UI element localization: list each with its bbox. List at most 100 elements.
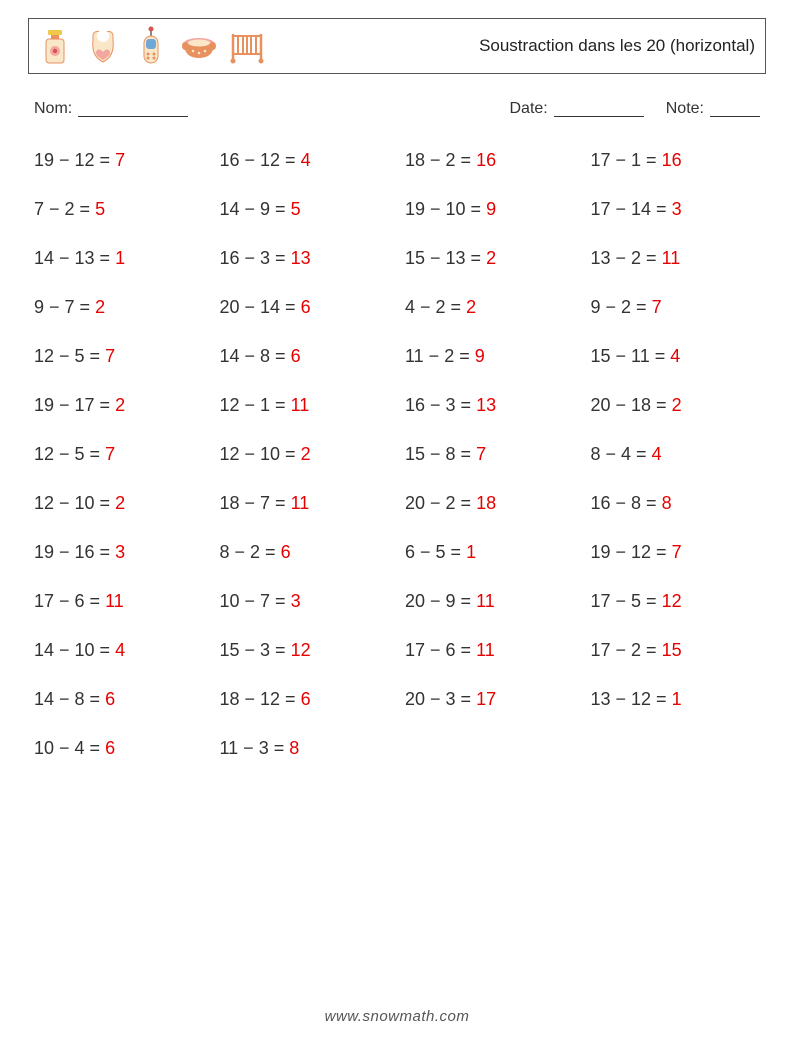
note-label: Note: (666, 100, 704, 118)
problem: 12 − 5 = 7 (30, 444, 208, 465)
problem: 4 − 2 = 2 (401, 297, 579, 318)
note-blank[interactable] (710, 100, 760, 117)
problem: 18 − 12 = 6 (216, 689, 394, 710)
answer: 2 (115, 395, 125, 415)
answer: 2 (95, 297, 105, 317)
answer: 6 (291, 346, 301, 366)
problem: 10 − 7 = 3 (216, 591, 394, 612)
bib-icon (83, 26, 123, 66)
problem: 12 − 10 = 2 (216, 444, 394, 465)
answer: 12 (291, 640, 311, 660)
answer: 11 (476, 640, 495, 660)
problem: 9 − 7 = 2 (30, 297, 208, 318)
answer: 7 (115, 150, 125, 170)
problem: 17 − 5 = 12 (587, 591, 765, 612)
answer: 2 (466, 297, 476, 317)
answer: 8 (662, 493, 672, 513)
problem: 13 − 2 = 11 (587, 248, 765, 269)
problem: 15 − 3 = 12 (216, 640, 394, 661)
problem: 16 − 3 = 13 (401, 395, 579, 416)
answer: 1 (466, 542, 476, 562)
problem: 14 − 9 = 5 (216, 199, 394, 220)
answer: 1 (672, 689, 682, 709)
answer: 1 (115, 248, 125, 268)
answer: 7 (476, 444, 486, 464)
answer: 2 (486, 248, 496, 268)
answer: 11 (291, 395, 310, 415)
monitor-icon (131, 26, 171, 66)
problem: 18 − 2 = 16 (401, 150, 579, 171)
problem: 9 − 2 = 7 (587, 297, 765, 318)
footer: www.snowmath.com (0, 1008, 794, 1025)
problem: 17 − 14 = 3 (587, 199, 765, 220)
answer: 4 (115, 640, 125, 660)
answer: 6 (301, 297, 311, 317)
answer: 13 (476, 395, 496, 415)
answer: 4 (652, 444, 662, 464)
problem: 20 − 9 = 11 (401, 591, 579, 612)
name-label: Nom: (34, 100, 72, 118)
problem: 19 − 12 = 7 (587, 542, 765, 563)
problem: 12 − 5 = 7 (30, 346, 208, 367)
problem: 14 − 8 = 6 (216, 346, 394, 367)
answer: 16 (476, 150, 496, 170)
answer: 11 (476, 591, 495, 611)
answer: 9 (486, 199, 496, 219)
problem: 15 − 11 = 4 (587, 346, 765, 367)
name-blank[interactable] (78, 100, 188, 117)
answer: 5 (95, 199, 105, 219)
problem: 14 − 10 = 4 (30, 640, 208, 661)
problem: 15 − 8 = 7 (401, 444, 579, 465)
date-blank[interactable] (554, 100, 644, 117)
problem: 20 − 18 = 2 (587, 395, 765, 416)
problem: 15 − 13 = 2 (401, 248, 579, 269)
problem: 19 − 16 = 3 (30, 542, 208, 563)
problem: 11 − 3 = 8 (216, 738, 394, 759)
answer: 7 (105, 346, 115, 366)
problem: 20 − 14 = 6 (216, 297, 394, 318)
answer: 2 (115, 493, 125, 513)
crib-icon (227, 26, 267, 66)
problem: 6 − 5 = 1 (401, 542, 579, 563)
answer: 7 (105, 444, 115, 464)
answer: 4 (301, 150, 311, 170)
answer: 6 (105, 689, 115, 709)
meta-row: Nom: Date: Note: (34, 100, 760, 118)
header-icons (35, 26, 267, 66)
answer: 3 (291, 591, 301, 611)
worksheet-title: Soustraction dans les 20 (horizontal) (479, 36, 755, 56)
date-label: Date: (510, 100, 548, 118)
answer: 12 (662, 591, 682, 611)
answer: 17 (476, 689, 496, 709)
answer: 3 (672, 199, 682, 219)
answer: 4 (670, 346, 680, 366)
problem: 10 − 4 = 6 (30, 738, 208, 759)
problem: 8 − 2 = 6 (216, 542, 394, 563)
problem: 13 − 12 = 1 (587, 689, 765, 710)
answer: 11 (662, 248, 681, 268)
problem: 14 − 8 = 6 (30, 689, 208, 710)
problem: 17 − 6 = 11 (401, 640, 579, 661)
answer: 7 (672, 542, 682, 562)
answer: 11 (291, 493, 310, 513)
problem: 17 − 6 = 11 (30, 591, 208, 612)
problems-grid: 19 − 12 = 716 − 12 = 418 − 2 = 1617 − 1 … (30, 150, 764, 759)
problem: 12 − 10 = 2 (30, 493, 208, 514)
answer: 2 (301, 444, 311, 464)
problem: 17 − 2 = 15 (587, 640, 765, 661)
answer: 6 (105, 738, 115, 758)
answer: 6 (301, 689, 311, 709)
problem: 14 − 13 = 1 (30, 248, 208, 269)
bowl-icon (179, 26, 219, 66)
footer-text: www.snowmath.com (325, 1008, 470, 1025)
answer: 9 (475, 346, 485, 366)
problem: 12 − 1 = 11 (216, 395, 394, 416)
answer: 3 (115, 542, 125, 562)
problem: 16 − 3 = 13 (216, 248, 394, 269)
problem: 19 − 12 = 7 (30, 150, 208, 171)
problem: 19 − 17 = 2 (30, 395, 208, 416)
problem: 20 − 3 = 17 (401, 689, 579, 710)
answer: 5 (291, 199, 301, 219)
answer: 7 (652, 297, 662, 317)
answer: 6 (281, 542, 291, 562)
